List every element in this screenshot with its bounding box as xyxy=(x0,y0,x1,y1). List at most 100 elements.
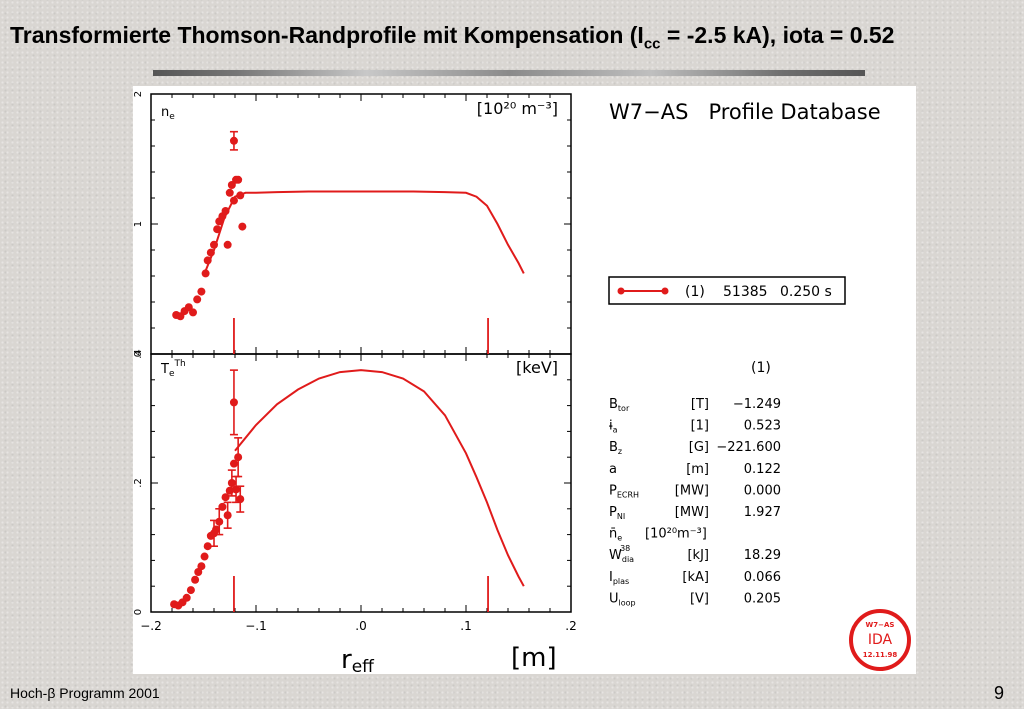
x-tick-label: .0 xyxy=(355,619,366,633)
bottom-data-point xyxy=(218,502,227,511)
top-data-point xyxy=(213,225,222,234)
top-data-point xyxy=(238,222,247,231)
bottom-ylabel-main: T xyxy=(160,362,169,377)
param-name: Btor xyxy=(609,397,630,413)
param-name: n̄e xyxy=(609,527,622,543)
legend-index: (1) xyxy=(685,284,705,300)
bottom-ylabel-sup: Th xyxy=(174,359,186,369)
top-ylabel-sub: e xyxy=(169,112,175,122)
param-value: 0.066 xyxy=(744,570,781,585)
bottom-data-point xyxy=(197,562,206,571)
params-table: Btor [T] −1.249 ɨa [1] 0.523 Bz [G] −221.600 a [m]… xyxy=(609,397,781,607)
top-data-point xyxy=(210,240,218,249)
top-data-point xyxy=(201,269,210,278)
param-unit: [kA] xyxy=(682,570,709,585)
param-name: a xyxy=(609,462,617,477)
legend-shot: 51385 xyxy=(723,284,768,300)
param-name: Wdia38 xyxy=(609,544,634,564)
params-header: (1) xyxy=(751,360,771,376)
slide-title: Transformierte Thomson-Randprofile mit K… xyxy=(10,22,1020,53)
param-value: 1.927 xyxy=(744,505,781,520)
top-unit: [10²⁰ m⁻³] xyxy=(477,99,558,118)
x-tick-label: −.2 xyxy=(140,619,162,633)
profile-plot-svg: 012 0.2.4−.2 −.1.0.1.2 ne [10²⁰ m⁻³] TeTh… xyxy=(133,91,911,674)
param-value: 18.29 xyxy=(744,548,781,563)
bottom-data-point xyxy=(236,495,245,504)
top-data-point xyxy=(223,240,232,249)
top-data-point xyxy=(206,248,215,257)
top-data-point xyxy=(189,308,197,317)
ida-stamp: W7−AS IDA 12.11.98 xyxy=(849,609,911,671)
param-name: Iplas xyxy=(609,570,629,586)
top-ytick-label: 1 xyxy=(133,221,144,227)
top-data-point xyxy=(221,207,230,215)
param-unit: [1] xyxy=(691,419,709,434)
param-unit: [MW] xyxy=(675,505,709,520)
top-ylabel: ne xyxy=(161,105,175,122)
title-rest: = -2.5 kA), iota = 0.52 xyxy=(660,22,895,48)
top-ytick-label: 2 xyxy=(133,91,144,97)
param-name: Uloop xyxy=(609,591,636,607)
bottom-data-point xyxy=(223,511,232,520)
bottom-ylabel: TeTh xyxy=(160,359,186,379)
x-tick-label: .2 xyxy=(565,619,576,633)
x-tick-label: −.1 xyxy=(245,619,267,633)
top-data-point xyxy=(225,188,234,197)
param-unit: [MW] xyxy=(675,483,709,498)
legend-box xyxy=(608,276,846,305)
param-name: Bz xyxy=(609,440,622,456)
x-axis-label-main: r xyxy=(341,645,352,674)
bottom-data-point xyxy=(229,398,238,407)
title-main: Transformierte Thomson-Randprofile mit K… xyxy=(10,22,644,48)
top-fit-curve xyxy=(202,190,525,277)
legend-marker-right xyxy=(661,287,669,295)
title-rule xyxy=(153,70,865,76)
x-tick-label: .1 xyxy=(460,619,471,633)
top-panel-frame xyxy=(150,93,572,355)
param-unit: [T] xyxy=(691,397,709,412)
param-unit: [m] xyxy=(686,462,709,477)
stamp-middle: IDA xyxy=(868,632,893,648)
param-value: −1.249 xyxy=(733,397,781,412)
bottom-ylabel-sub: e xyxy=(169,369,175,379)
footer-program: Hoch-β Programm 2001 xyxy=(10,685,160,701)
database-title: W7−AS Profile Database xyxy=(609,100,881,124)
bottom-ytick-label: .2 xyxy=(133,478,144,488)
param-unit: [kJ] xyxy=(687,548,709,563)
top-ytick-label: 0 xyxy=(133,351,144,357)
bottom-data-point xyxy=(227,479,236,487)
param-value: 0.523 xyxy=(744,419,781,434)
legend-time: 0.250 s xyxy=(780,284,832,300)
bottom-panel: 0 .2 .4 −.2 −.1 .0 .1 .2 xyxy=(133,349,577,633)
bottom-data-point xyxy=(229,459,238,468)
bottom-data-point xyxy=(203,542,212,551)
stamp-top: W7−AS xyxy=(866,621,895,629)
param-value: 0.122 xyxy=(744,462,781,477)
stamp-bottom: 12.11.98 xyxy=(863,651,898,659)
x-axis-label: reff xyxy=(341,645,375,674)
bottom-unit: [keV] xyxy=(516,358,558,377)
param-unit: [V] xyxy=(690,591,709,606)
top-data-point xyxy=(203,256,212,265)
bottom-data-point xyxy=(182,593,191,602)
bottom-data-point xyxy=(191,575,200,584)
top-data-point xyxy=(229,196,238,205)
bottom-fit-curve xyxy=(234,369,525,587)
param-unit: [G] xyxy=(689,440,709,455)
stamp-ring xyxy=(849,609,911,671)
page-number: 9 xyxy=(994,683,1005,703)
param-value: 0.000 xyxy=(744,483,781,498)
top-data-point xyxy=(193,295,202,304)
title-subscript: cc xyxy=(643,35,661,53)
top-data-point xyxy=(236,191,245,200)
top-data-point xyxy=(197,287,206,296)
bottom-ytick-label: 0 xyxy=(133,609,144,615)
param-name: ɨa xyxy=(609,419,618,435)
param-value: 0.205 xyxy=(744,591,781,606)
x-axis-label-sub: eff xyxy=(352,657,375,674)
param-name: PNI xyxy=(609,505,625,521)
x-axis-unit: [m] xyxy=(511,643,557,673)
bottom-panel-frame xyxy=(150,353,572,613)
legend-marker-left xyxy=(617,287,625,295)
